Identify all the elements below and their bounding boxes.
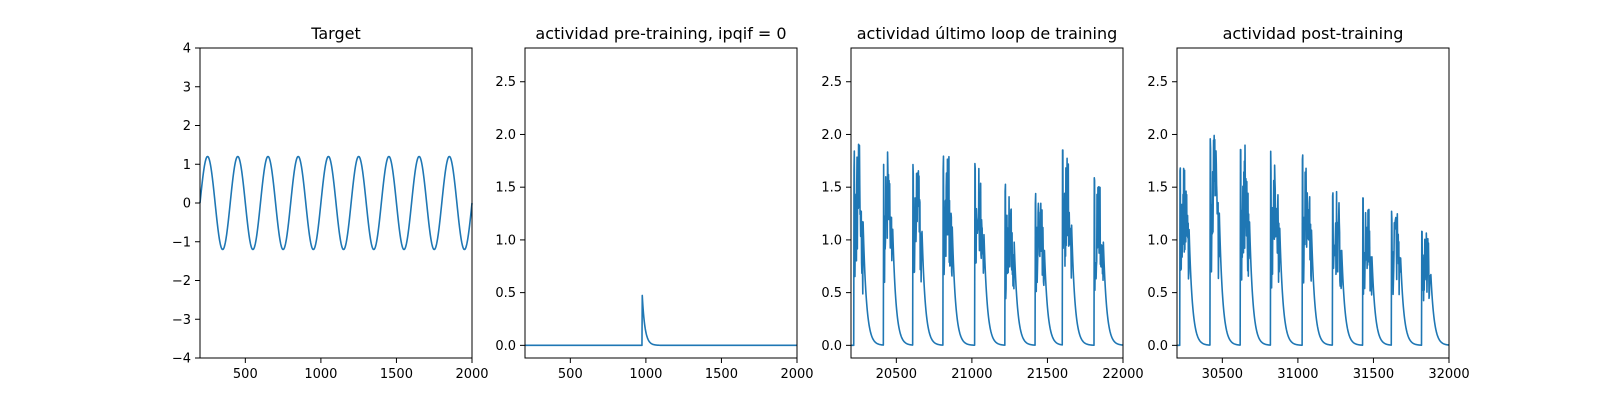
x-tick-label: 2000 bbox=[780, 367, 813, 382]
y-tick-label: 4 bbox=[183, 42, 191, 57]
y-tick-label: 2.5 bbox=[1147, 75, 1168, 90]
x-tick-label: 32000 bbox=[1428, 367, 1469, 382]
panel-title: actividad post-training bbox=[1223, 24, 1404, 43]
x-tick-label: 21000 bbox=[951, 367, 992, 382]
series-line bbox=[524, 294, 798, 347]
panel-title: actividad pre-training, ipqif = 0 bbox=[535, 24, 786, 43]
panel-title: actividad último loop de training bbox=[857, 24, 1118, 43]
y-tick-label: −4 bbox=[172, 352, 191, 367]
x-tick-label: 1000 bbox=[629, 367, 662, 382]
x-tick-label: 31000 bbox=[1277, 367, 1318, 382]
y-tick-label: 2.0 bbox=[821, 128, 842, 143]
panel-pre-training: actividad pre-training, ipqif = 0 500 100… bbox=[495, 24, 813, 382]
x-tick-label: 1500 bbox=[705, 367, 738, 382]
y-tick-label: 2.0 bbox=[495, 128, 516, 143]
series-line bbox=[1176, 134, 1450, 347]
y-tick-label: −3 bbox=[172, 313, 191, 328]
y-tick-label: 0.5 bbox=[495, 286, 516, 301]
y-tick-label: 1.0 bbox=[1147, 233, 1168, 248]
panel-target: Target 500 1000 1500 2000 −4 −3 −2 −1 0 1 2 3 4 bbox=[172, 24, 489, 382]
y-tick-label: 1.0 bbox=[821, 233, 842, 248]
y-tick-label: 2 bbox=[183, 119, 191, 134]
y-tick-label: −1 bbox=[172, 235, 191, 250]
series-line bbox=[850, 143, 1124, 347]
x-tick-label: 1500 bbox=[380, 367, 413, 382]
panel-post-training: actividad post-training 30500 31000 31500 3… bbox=[1147, 24, 1469, 382]
axis-frame bbox=[524, 47, 798, 359]
x-tick-label: 30500 bbox=[1202, 367, 1243, 382]
axis-frame bbox=[1176, 47, 1450, 359]
x-tick-label: 20500 bbox=[876, 367, 917, 382]
y-tick-label: 1.5 bbox=[1147, 181, 1168, 196]
y-tick-label: 2.5 bbox=[495, 75, 516, 90]
axis-frame bbox=[850, 47, 1124, 359]
y-tick-label: 0.0 bbox=[821, 339, 842, 354]
axis-frame bbox=[199, 47, 473, 359]
y-tick-label: 1 bbox=[183, 158, 191, 173]
y-tick-label: 0.5 bbox=[821, 286, 842, 301]
x-tick-label: 500 bbox=[558, 367, 583, 382]
y-tick-label: 0.5 bbox=[1147, 286, 1168, 301]
y-tick-label: 1.5 bbox=[821, 181, 842, 196]
x-tick-label: 1000 bbox=[304, 367, 337, 382]
y-tick-label: 3 bbox=[183, 80, 191, 95]
plot-area: 30500 31000 31500 32000 0.0 0.5 1.0 1.5 2.0 2.5 bbox=[1147, 75, 1469, 382]
x-tick-label: 31500 bbox=[1353, 367, 1394, 382]
x-tick-label: 22000 bbox=[1102, 367, 1143, 382]
y-tick-label: 2.0 bbox=[1147, 128, 1168, 143]
panel-last-training-loop: actividad último loop de training 20500 2… bbox=[821, 24, 1143, 382]
x-tick-label: 21500 bbox=[1027, 367, 1068, 382]
y-tick-label: 1.0 bbox=[495, 233, 516, 248]
panel-title: Target bbox=[310, 24, 361, 43]
series-line bbox=[199, 155, 473, 251]
x-tick-label: 500 bbox=[233, 367, 258, 382]
y-tick-label: 0.0 bbox=[1147, 339, 1168, 354]
plot-area: 500 1000 1500 2000 −4 −3 −2 −1 0 1 2 3 4 bbox=[172, 42, 489, 383]
plot-area: 20500 21000 21500 22000 0.0 0.5 1.0 1.5 2.0 2.5 bbox=[821, 75, 1143, 382]
y-tick-label: 2.5 bbox=[821, 75, 842, 90]
plot-area: 500 1000 1500 2000 0.0 0.5 1.0 1.5 2.0 2.5 bbox=[495, 75, 813, 382]
y-tick-label: 0.0 bbox=[495, 339, 516, 354]
y-tick-label: 1.5 bbox=[495, 181, 516, 196]
y-tick-label: 0 bbox=[183, 197, 191, 212]
x-tick-label: 2000 bbox=[455, 367, 488, 382]
y-tick-label: −2 bbox=[172, 274, 191, 289]
